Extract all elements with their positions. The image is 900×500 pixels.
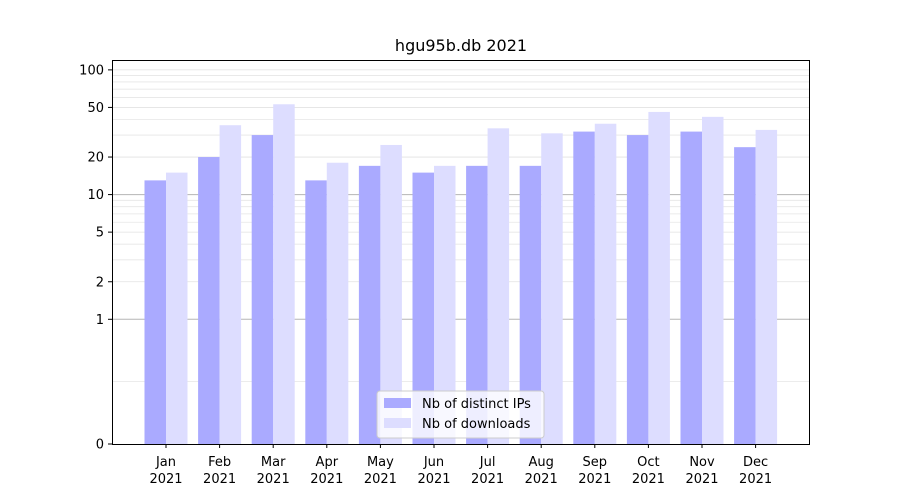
bar-downloads-nov [702, 116, 724, 444]
x-tick-label-month: Jun [423, 455, 444, 470]
x-tick-label-month: Feb [208, 455, 231, 470]
x-tick-label-month: Jul [479, 455, 496, 470]
legend-label: Nb of distinct IPs [422, 397, 531, 412]
y-tick-label: 0 [96, 438, 104, 453]
x-tick-label-month: Oct [637, 455, 659, 470]
chart-title: hgu95b.db 2021 [395, 36, 527, 55]
bar-distinct-ips-apr [305, 180, 327, 444]
y-tick-label: 1 [96, 313, 104, 328]
x-tick-label-month: Mar [261, 455, 286, 470]
legend-swatch [384, 418, 411, 428]
legend-label: Nb of downloads [422, 417, 531, 432]
x-tick-label-year: 2021 [364, 472, 397, 487]
bar-distinct-ips-may [358, 165, 381, 444]
x-tick-label-month: May [367, 455, 394, 470]
y-axis: 0 1 2 5 10 20 50 100 [79, 63, 112, 453]
x-tick-label-year: 2021 [203, 472, 236, 487]
bar-distinct-ips-dec [734, 147, 756, 444]
bar-downloads-aug [541, 133, 563, 444]
x-tick-label-month: Jan [155, 455, 176, 470]
y-tick-label: 20 [87, 151, 104, 166]
legend-swatch [384, 398, 411, 408]
x-tick-label-year: 2021 [471, 472, 504, 487]
y-tick-label: 2 [96, 275, 104, 290]
y-tick-label: 5 [96, 226, 104, 241]
bar-distinct-ips-aug [519, 165, 542, 444]
x-tick-label-year: 2021 [632, 472, 665, 487]
x-tick-label-year: 2021 [685, 472, 718, 487]
bar-downloads-mar [273, 104, 295, 445]
y-tick-label: 10 [87, 188, 104, 203]
bar-distinct-ips-jan [144, 180, 166, 444]
bars [144, 104, 778, 445]
bar-distinct-ips-nov [680, 131, 702, 445]
x-tick-label-year: 2021 [310, 472, 343, 487]
legend: Nb of distinct IPs Nb of downloads [376, 390, 545, 439]
x-tick-label-year: 2021 [578, 472, 611, 487]
bar-downloads-jul [487, 128, 510, 445]
x-tick-label-month: Apr [316, 455, 339, 470]
bar-distinct-ips-jun [412, 172, 434, 444]
bar-distinct-ips-jul [466, 165, 488, 444]
bar-distinct-ips-feb [198, 157, 220, 444]
plot-frame [112, 60, 810, 445]
x-tick-label-year: 2021 [417, 472, 450, 487]
bar-distinct-ips-oct [626, 135, 649, 445]
bar-downloads-sep [594, 123, 617, 444]
bar-downloads-may [380, 144, 402, 445]
x-tick-label-year: 2021 [739, 472, 772, 487]
bar-downloads-feb [219, 125, 242, 445]
bar-downloads-oct [648, 111, 670, 445]
x-tick-label-month: Aug [529, 455, 554, 470]
y-tick-label: 50 [87, 101, 104, 116]
x-tick-label-year: 2021 [257, 472, 290, 487]
x-tick-label-year: 2021 [525, 472, 558, 487]
x-axis: Jan 2021 Feb 2021 Mar 2021 Apr 2021 May 2021 Jun 20… [149, 444, 772, 487]
bar-distinct-ips-mar [251, 135, 274, 445]
x-tick-label-month: Dec [743, 455, 768, 470]
bar-downloads-jan [166, 172, 188, 444]
bar-downloads-dec [755, 129, 778, 444]
bar-downloads-jun [434, 165, 456, 444]
y-tick-label: 100 [79, 63, 104, 78]
bar-downloads-apr [326, 162, 349, 444]
x-tick-label-month: Nov [689, 455, 715, 470]
x-tick-label-month: Sep [583, 455, 608, 470]
legend-box [376, 390, 545, 439]
bar-distinct-ips-sep [573, 131, 595, 445]
x-tick-label-year: 2021 [149, 472, 182, 487]
